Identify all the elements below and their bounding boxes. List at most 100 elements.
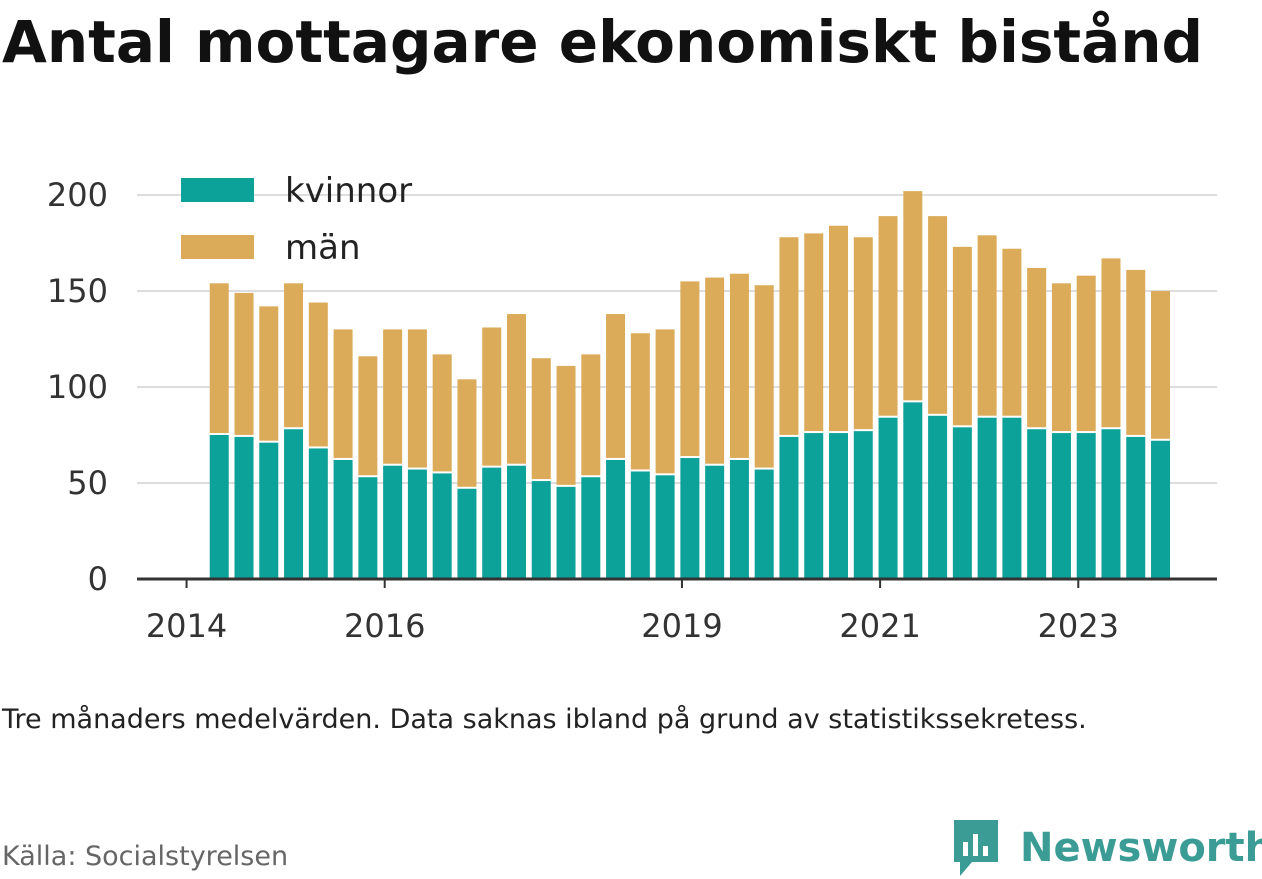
x-tick-label: 2016 [344,607,425,645]
bar-kvinnor [482,467,502,579]
chart-title: Antal mottagare ekonomiskt bistånd [2,8,1204,76]
bar-man [1101,258,1121,428]
bar-kvinnor [829,433,849,579]
bar-man [506,314,526,464]
bars [209,191,1171,579]
bar-kvinnor [804,433,824,579]
y-tick-label: 150 [47,272,108,310]
bar-kvinnor [606,459,626,579]
bar-kvinnor [556,486,576,579]
bar-man [1051,283,1071,432]
bar-man [952,246,972,426]
bar-kvinnor [209,435,229,579]
bar-man [284,283,304,428]
legend-label: kvinnor [285,171,412,211]
bar-man [655,329,675,474]
bar-man [779,237,799,435]
legend-label: män [285,228,361,268]
stacked-bar-chart: 0 50 100 150 200 2014 2016 2019 2021 2023 kvinno… [47,171,1217,645]
x-tick-label: 2019 [641,607,722,645]
bar-kvinnor [1027,429,1047,579]
bar-kvinnor [680,458,700,579]
bar-kvinnor [779,436,799,579]
brand: Newsworthy [950,818,1262,878]
bar-kvinnor [581,477,601,579]
y-tick-label: 50 [67,464,108,502]
bar-kvinnor [630,471,650,579]
bar-man [209,283,229,433]
bar-kvinnor [432,473,452,579]
bar-kvinnor [407,469,427,579]
bar-man [1027,267,1047,428]
bar-kvinnor [531,481,551,579]
bar-kvinnor [977,417,997,579]
bar-man [903,191,923,401]
bar-kvinnor [457,488,477,579]
x-tick-label: 2023 [1038,607,1119,645]
bar-kvinnor [1051,433,1071,579]
bar-man [1151,291,1171,439]
bar-kvinnor [284,429,304,579]
x-axis: 2014 2016 2019 2021 2023 [137,577,1217,645]
bar-man [383,329,403,464]
bar-kvinnor [878,417,898,579]
bar-man [531,358,551,480]
bar-kvinnor [705,465,725,579]
newsworthy-logo-icon [954,820,998,876]
legend-swatch [181,178,254,202]
bar-man [1126,269,1146,435]
bar-man [556,365,576,485]
bar-man [432,354,452,472]
bar-man [705,277,725,464]
bar-man [1002,248,1022,416]
bar-kvinnor [1126,436,1146,579]
bar-kvinnor [655,475,675,579]
y-axis-tick-labels: 0 50 100 150 200 [47,176,108,598]
bar-man [234,292,254,435]
bar-kvinnor [729,459,749,579]
bar-man [581,354,601,476]
bar-kvinnor [506,465,526,579]
bar-man [829,225,849,432]
source-text: Källa: Socialstyrelsen [2,841,289,872]
bar-man [308,302,328,447]
bar-kvinnor [1101,429,1121,579]
bar-man [606,314,626,458]
bar-man [333,329,353,458]
bar-kvinnor [259,442,279,579]
bar-man [457,379,477,487]
y-tick-label: 0 [88,560,108,598]
x-tick-label: 2021 [839,607,920,645]
bar-man [878,216,898,416]
bar-kvinnor [928,415,948,579]
bar-man [729,273,749,458]
y-tick-label: 200 [47,176,108,214]
x-tick-label: 2014 [146,607,227,645]
bar-kvinnor [234,436,254,579]
bar-kvinnor [1002,417,1022,579]
bar-kvinnor [952,427,972,579]
bar-kvinnor [383,465,403,579]
bar-kvinnor [903,402,923,579]
bar-man [358,356,378,476]
bar-man [1076,275,1096,432]
bar-man [977,235,997,416]
bar-kvinnor [853,431,873,579]
bar-man [630,333,650,470]
brand-name: Newsworthy [1020,825,1262,871]
bar-man [853,237,873,430]
bar-man [482,327,502,466]
chart-note: Tre månaders medelvärden. Data saknas ib… [2,704,1087,735]
bar-kvinnor [1076,433,1096,579]
bar-man [804,233,824,432]
bar-kvinnor [333,459,353,579]
bar-kvinnor [358,477,378,579]
bar-kvinnor [754,469,774,579]
legend: kvinnor män [181,171,412,268]
bar-man [754,285,774,468]
bar-kvinnor [1151,440,1171,579]
legend-swatch [181,235,254,259]
bar-man [407,329,427,468]
y-tick-label: 100 [47,368,108,406]
bar-man [259,306,279,441]
